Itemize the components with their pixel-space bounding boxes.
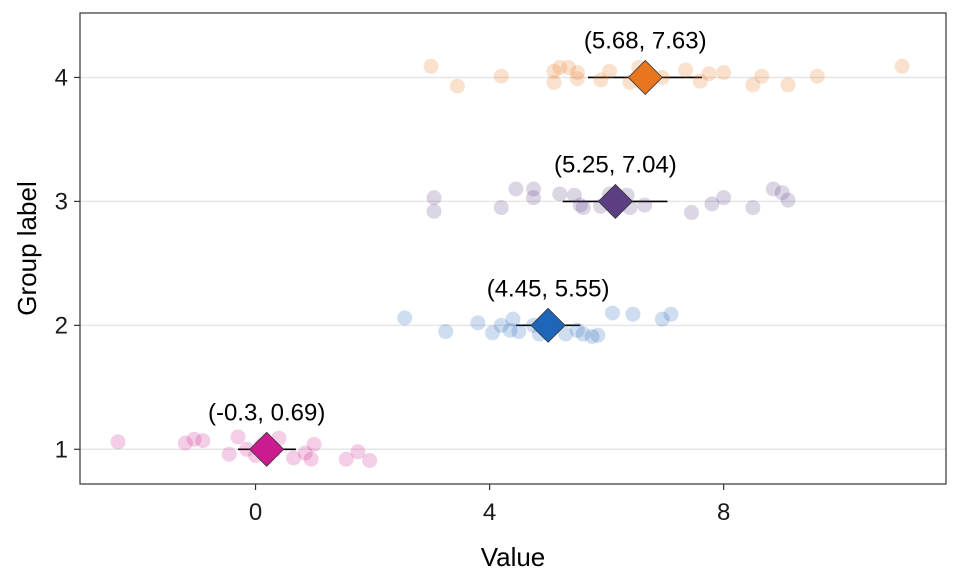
point-group-3-21	[780, 192, 796, 208]
point-group-2-12	[575, 326, 591, 342]
point-group-1-0	[110, 434, 126, 450]
point-group-3-7	[566, 187, 582, 203]
point-group-3-20	[774, 185, 790, 201]
mean-marker-group-3	[597, 183, 633, 219]
point-group-4-14	[678, 62, 694, 78]
point-group-4-9	[593, 72, 609, 88]
point-group-4-21	[809, 68, 825, 84]
point-group-4-15	[692, 73, 708, 89]
point-group-3-3	[508, 181, 524, 197]
ci-label-group-4: (5.68, 7.63)	[584, 27, 707, 54]
grid-lines	[80, 76, 946, 451]
x-tick-label-0: 0	[249, 499, 262, 526]
point-group-2-2	[470, 315, 486, 331]
point-group-1-12	[297, 445, 313, 461]
y-axis-title: Group label	[12, 181, 42, 315]
point-group-4-0	[423, 58, 439, 74]
point-group-2-13	[584, 329, 600, 345]
point-group-2-1	[438, 324, 454, 340]
y-tick-label-1: 1	[55, 436, 68, 463]
point-group-3-17	[716, 190, 732, 206]
ci-labels: (-0.3, 0.69) (4.45, 5.55) (5.25, 7.04) (5.6…	[208, 27, 707, 426]
point-group-2-6	[505, 311, 521, 327]
mean-markers	[249, 59, 663, 467]
point-group-4-22	[894, 58, 910, 74]
point-group-4-3	[546, 63, 562, 79]
point-group-2-0	[397, 310, 413, 326]
point-group-4-16	[701, 66, 717, 82]
point-group-3-2	[493, 200, 509, 216]
point-group-2-18	[663, 306, 679, 322]
point-group-2-7	[511, 324, 527, 340]
mean-marker-group-2	[530, 307, 566, 343]
point-group-3-14	[637, 197, 653, 213]
point-group-3-16	[704, 196, 720, 212]
point-group-1-5	[230, 429, 246, 445]
point-group-4-6	[561, 60, 577, 76]
mean-marker-group-4	[627, 59, 663, 96]
y-tick-label-3: 3	[55, 188, 68, 215]
point-group-1-4	[221, 446, 237, 462]
point-group-1-6	[239, 441, 255, 457]
point-group-4-19	[754, 68, 770, 84]
point-group-4-18	[745, 77, 761, 93]
point-group-4-4	[546, 74, 562, 90]
point-group-4-7	[569, 64, 585, 80]
point-group-2-3	[485, 325, 501, 341]
point-group-1-15	[338, 451, 354, 467]
y-tick-label-4: 4	[55, 64, 68, 91]
y-tick-label-2: 2	[55, 312, 68, 339]
x-axis-title: Value	[481, 542, 546, 572]
point-group-2-5	[502, 322, 518, 338]
point-group-4-2	[493, 68, 509, 84]
point-group-1-14	[306, 436, 322, 452]
point-group-2-14	[590, 327, 606, 343]
point-group-1-1	[177, 435, 193, 451]
point-group-1-3	[195, 433, 211, 449]
point-group-4-1	[449, 78, 465, 94]
point-group-1-2	[186, 431, 202, 447]
point-group-1-16	[350, 444, 366, 460]
point-group-2-17	[654, 311, 670, 327]
point-group-3-4	[525, 181, 541, 197]
point-group-2-11	[569, 322, 585, 338]
point-group-1-17	[362, 452, 378, 468]
point-group-4-17	[716, 64, 732, 80]
point-group-2-4	[493, 317, 509, 333]
ci-label-group-2: (4.45, 5.55)	[487, 275, 610, 302]
point-group-4-10	[602, 63, 618, 79]
point-group-3-1	[426, 203, 442, 219]
x-tick-label-8: 8	[717, 499, 730, 526]
point-group-3-18	[745, 200, 761, 216]
point-group-4-5	[552, 60, 568, 76]
ci-label-group-3: (5.25, 7.04)	[554, 151, 677, 178]
point-group-3-19	[765, 181, 781, 197]
point-group-3-0	[426, 190, 442, 206]
point-group-3-8	[572, 197, 588, 213]
point-group-4-8	[569, 71, 585, 87]
confidence-interval-bars	[237, 76, 702, 451]
point-group-3-9	[575, 200, 591, 216]
x-tick-label-4: 4	[483, 499, 496, 526]
point-group-2-15	[604, 305, 620, 321]
point-group-3-5	[525, 190, 541, 206]
mean-marker-group-1	[249, 431, 285, 467]
point-group-4-20	[780, 77, 796, 93]
axis-ticks: 1 2 3 4 0 4 8	[55, 64, 731, 526]
point-group-2-10	[558, 326, 574, 342]
point-group-3-15	[683, 205, 699, 221]
point-group-3-6	[552, 186, 568, 202]
plot-frame	[79, 12, 947, 485]
ci-label-group-1: (-0.3, 0.69)	[208, 399, 325, 426]
point-group-1-11	[286, 450, 302, 466]
point-group-2-16	[625, 306, 641, 322]
point-group-1-13	[303, 451, 319, 467]
